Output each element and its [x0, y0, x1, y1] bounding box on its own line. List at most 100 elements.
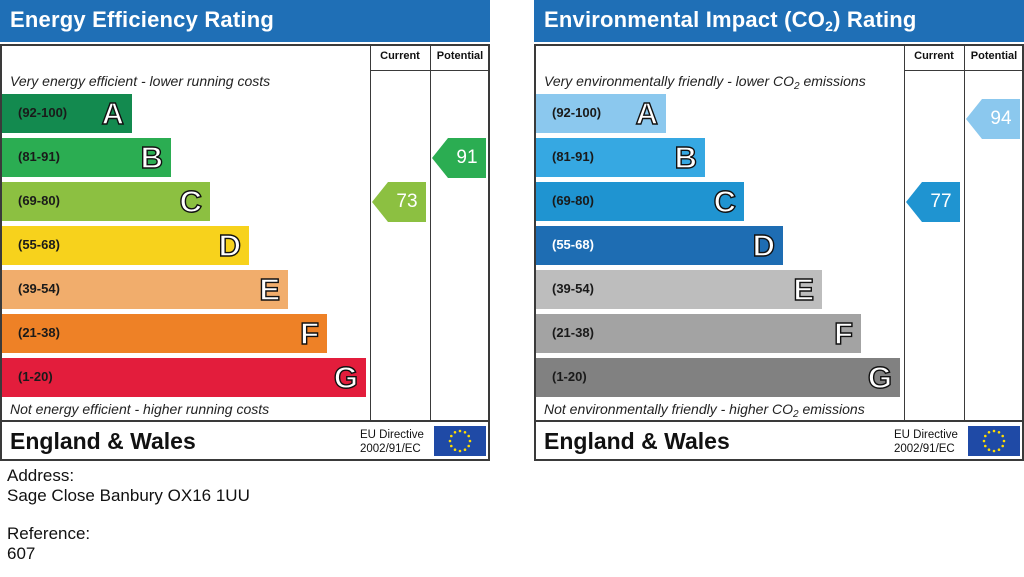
environmental-band-range: (39-54): [552, 281, 594, 296]
energy-band-range: (21-38): [18, 325, 60, 340]
energy-caption-top: Very energy efficient - lower running co…: [10, 73, 271, 89]
eu-star: [458, 429, 462, 433]
energy-band-letter: D: [218, 227, 242, 263]
environmental-potential-pointer: 94: [966, 99, 1020, 139]
environmental-band-letter: E: [793, 271, 815, 307]
address-value: Sage Close Banbury OX16 1UU: [7, 486, 250, 505]
energy-band-a: (92-100) A: [2, 94, 132, 133]
eu-star: [1001, 444, 1004, 448]
environmental-eu-directive-line2: 2002/91/EC: [894, 443, 955, 455]
eu-star: [463, 448, 467, 451]
reference-label: Reference:: [7, 524, 91, 543]
environmental-header-rule: [904, 70, 1024, 71]
energy-band-d: (55-68) D: [2, 226, 249, 265]
environmental-band-range: (81-91): [552, 149, 594, 164]
environmental-footer-rule: [534, 420, 1024, 422]
environmental-band-letter: D: [752, 227, 776, 263]
eu-star: [467, 434, 470, 438]
energy-efficiency-panel: Energy Efficiency Rating Current Potenti…: [0, 0, 490, 461]
eu-star: [984, 444, 987, 448]
energy-band-f: (21-38) F: [2, 314, 327, 353]
energy-band-letter: E: [259, 271, 281, 307]
environmental-band-letter: B: [674, 139, 698, 175]
eu-star: [987, 448, 991, 451]
energy-band-c: (69-80) C: [2, 182, 210, 221]
eu-star: [458, 449, 462, 453]
energy-band-range: (39-54): [18, 281, 60, 296]
environmental-band-e: (39-54) E: [536, 270, 822, 309]
environmental-caption-bottom: Not environmentally friendly - higher CO…: [544, 401, 865, 420]
energy-caption-bottom: Not energy efficient - higher running co…: [10, 401, 270, 417]
eu-star: [982, 439, 986, 443]
energy-potential-pointer-arrow: [432, 138, 486, 178]
energy-band-letter: C: [179, 183, 203, 219]
environmental-eu-directive: EU Directive 2002/91/EC: [894, 428, 958, 456]
eu-star: [448, 439, 452, 443]
energy-divider-potential: [430, 44, 431, 421]
environmental-band-a: (92-100) A: [536, 94, 666, 133]
environmental-band-letter: F: [833, 315, 853, 351]
environmental-footer-label: England & Wales: [544, 428, 730, 454]
energy-band-range: (1-20): [18, 369, 53, 384]
eu-star: [463, 431, 467, 434]
eu-flag-icon: [434, 426, 486, 456]
energy-band-g: (1-20) G: [2, 358, 366, 397]
energy-frame: [0, 44, 490, 461]
environmental-band-range: (21-38): [552, 325, 594, 340]
environmental-frame: [534, 44, 1024, 461]
environmental-title: Environmental Impact (CO2) Rating: [534, 0, 1024, 42]
eu-star: [450, 434, 453, 438]
energy-eu-directive-line2: 2002/91/EC: [360, 443, 421, 455]
environmental-band-f: (21-38) F: [536, 314, 861, 353]
eu-flag-stars: [448, 429, 472, 453]
eu-star: [453, 431, 457, 434]
eu-star: [1002, 439, 1006, 443]
energy-eu-directive-line1: EU Directive: [360, 429, 424, 441]
eu-flag-stars: [982, 429, 1006, 453]
eu-star: [1001, 434, 1004, 438]
eu-star: [468, 439, 472, 443]
energy-band-b: (81-91) B: [2, 138, 171, 177]
environmental-band-range: (1-20): [552, 369, 587, 384]
energy-band-range: (81-91): [18, 149, 60, 164]
environmental-potential-pointer-arrow: [966, 99, 1020, 139]
environmental-divider-potential: [964, 44, 965, 421]
eu-flag-icon: [968, 426, 1020, 456]
energy-potential-pointer-shape: [432, 138, 486, 178]
energy-band-e: (39-54) E: [2, 270, 288, 309]
environmental-impact-panel: Environmental Impact (CO2) Rating Curren…: [534, 0, 1024, 461]
environmental-band-b: (81-91) B: [536, 138, 705, 177]
eu-star: [984, 434, 987, 438]
energy-potential-value: 91: [456, 147, 478, 168]
eu-star: [453, 448, 457, 451]
energy-band-range: (92-100): [18, 105, 68, 120]
environmental-band-range: (92-100): [552, 105, 602, 120]
energy-divider-current: [370, 44, 371, 421]
energy-current-pointer-shape: [372, 182, 426, 222]
eu-star: [992, 429, 996, 433]
environmental-current-value: 77: [930, 191, 952, 212]
energy-band-range: (69-80): [18, 193, 60, 208]
eu-star: [992, 449, 996, 453]
environmental-band-letter: A: [635, 95, 659, 131]
eu-star: [987, 431, 991, 434]
environmental-divider-current: [904, 44, 905, 421]
energy-current-value: 73: [396, 191, 418, 212]
energy-potential-header: Potential: [436, 50, 484, 62]
energy-band-letter: F: [299, 315, 319, 351]
environmental-potential-header: Potential: [970, 50, 1018, 62]
eu-star: [467, 444, 470, 448]
environmental-potential-pointer-shape: [966, 99, 1020, 139]
energy-band-letter: A: [101, 95, 125, 131]
energy-header-rule: [370, 70, 490, 71]
energy-potential-pointer: 91: [432, 138, 486, 178]
energy-current-pointer: 73: [372, 182, 426, 222]
environmental-band-letter: G: [867, 359, 893, 395]
address-label: Address:: [7, 466, 75, 485]
reference-value: 607: [7, 544, 36, 563]
eu-star: [997, 431, 1001, 434]
environmental-band-letter: C: [713, 183, 737, 219]
energy-band-range: (55-68): [18, 237, 60, 252]
eu-star: [450, 444, 453, 448]
environmental-current-pointer-arrow: [906, 182, 960, 222]
